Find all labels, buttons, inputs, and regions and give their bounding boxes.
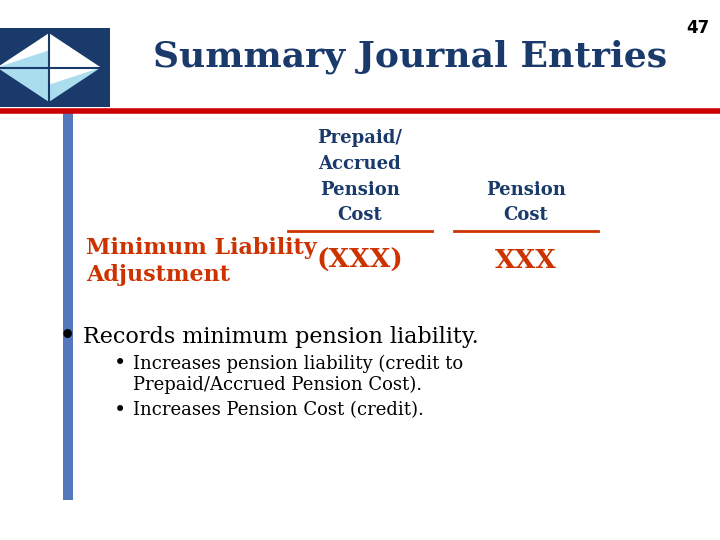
Polygon shape [49, 50, 101, 85]
Text: •: • [114, 354, 126, 373]
Text: Prepaid/Accrued Pension Cost).: Prepaid/Accrued Pension Cost). [133, 376, 423, 394]
Bar [0, 29, 110, 106]
Text: XXX: XXX [495, 248, 557, 273]
Text: •: • [58, 323, 76, 352]
Text: •: • [114, 401, 126, 420]
Text: Minimum Liability: Minimum Liability [86, 238, 317, 259]
Text: Increases pension liability (credit to: Increases pension liability (credit to [133, 354, 464, 373]
Text: Pension: Pension [486, 180, 565, 199]
Text: Pension: Pension [320, 180, 400, 199]
Text: (XXX): (XXX) [317, 248, 403, 273]
Text: Records minimum pension liability.: Records minimum pension liability. [83, 327, 479, 348]
Text: Accrued: Accrued [319, 154, 401, 173]
Text: Adjustment: Adjustment [86, 265, 230, 286]
Polygon shape [0, 33, 101, 68]
Text: Prepaid/: Prepaid/ [318, 129, 402, 147]
Text: Cost: Cost [503, 206, 548, 225]
Text: Increases Pension Cost (credit).: Increases Pension Cost (credit). [133, 401, 424, 420]
Bar [63, 111, 73, 500]
Text: Summary Journal Entries: Summary Journal Entries [153, 39, 667, 74]
Polygon shape [0, 50, 49, 85]
Text: Cost: Cost [338, 206, 382, 225]
Text: 47: 47 [686, 19, 709, 37]
Polygon shape [0, 68, 101, 102]
